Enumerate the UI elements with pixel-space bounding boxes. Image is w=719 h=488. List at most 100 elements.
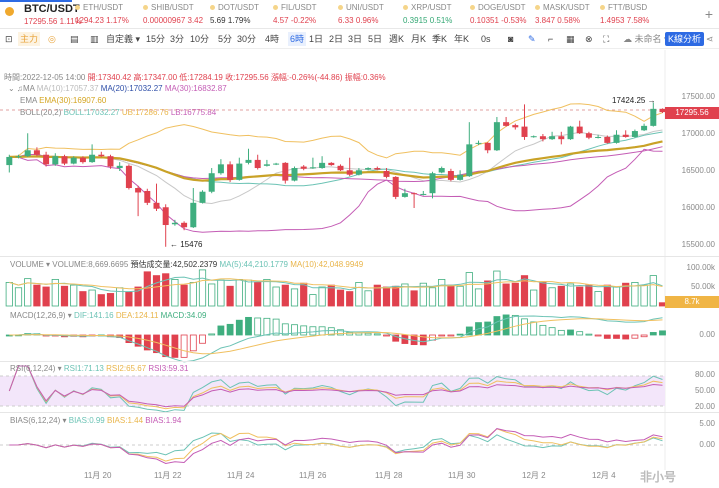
interval-9[interactable]: 3日: [348, 34, 363, 44]
candle-body: [79, 157, 86, 163]
coin-icon: [75, 5, 80, 10]
candle-body: [567, 126, 574, 140]
macd-bar: [585, 333, 593, 336]
candle-body: [89, 154, 96, 163]
pencil-icon[interactable]: ✎: [528, 34, 536, 44]
interval-14[interactable]: 年K: [454, 34, 470, 44]
ticker-item[interactable]: XRP/USDT: [403, 3, 451, 12]
coin-icon: [600, 5, 605, 10]
ticker-item[interactable]: MASK/USDT: [535, 3, 590, 12]
rsi-band: [0, 376, 665, 406]
ticker-item[interactable]: DOGE/USDT: [470, 3, 526, 12]
interval-7[interactable]: 1日: [309, 34, 324, 44]
volume-bar: [281, 284, 289, 307]
candle-body: [190, 202, 197, 228]
candle-body: [52, 156, 59, 165]
candle-body: [107, 156, 114, 167]
bias-axis-5: 5.00: [699, 419, 715, 428]
rsi-legend: RSI(6,12,24) ▾ RSI1:71.13 RSI2:65.67 RSI…: [10, 364, 189, 373]
candle-body: [6, 156, 13, 166]
candle-body: [392, 176, 399, 197]
date-label: 11月 28: [375, 471, 403, 480]
coin-icon: [338, 5, 343, 10]
k-line-analysis-button[interactable]: K線分析: [665, 32, 705, 46]
ticker-item[interactable]: DOT/USDT: [210, 3, 259, 12]
candle-body: [171, 222, 178, 225]
ema30-line: [9, 140, 663, 182]
interval-0[interactable]: 15分: [146, 34, 166, 44]
interval-10[interactable]: 5日: [368, 34, 383, 44]
volume-bar: [566, 283, 575, 307]
columns-icon[interactable]: ▥: [90, 34, 99, 44]
volume-bar: [410, 290, 418, 307]
interval-1[interactable]: 3分: [170, 34, 185, 44]
volume-bar: [125, 291, 133, 307]
candle-body: [613, 134, 620, 143]
interval-4[interactable]: 30分: [237, 34, 257, 44]
volume-bar: [539, 282, 547, 307]
volume-bar: [612, 286, 621, 307]
interval-8[interactable]: 2日: [329, 34, 344, 44]
bias3-line: [9, 428, 663, 465]
ticker-item[interactable]: SHIB/USDT: [143, 3, 194, 12]
interval-11[interactable]: 週K: [389, 34, 405, 44]
candle-body: [153, 202, 160, 209]
interval-6[interactable]: 6時: [288, 32, 307, 46]
bracket-icon[interactable]: ⌐: [548, 34, 554, 44]
rsi-axis-80: 80.00: [694, 370, 715, 379]
date-label: 11月 20: [84, 471, 112, 480]
boll-legend: BOLL(20,2) BOLL:17032.27 UB:17286.76 LB:…: [20, 108, 217, 117]
custom-interval-dropdown[interactable]: 自定義 ▾: [106, 34, 141, 44]
share-icon[interactable]: ⋖: [706, 34, 714, 44]
indicator-icon[interactable]: ◎: [48, 34, 56, 44]
interval-15[interactable]: 0s: [481, 34, 491, 44]
ticker-item[interactable]: FTT/BUSD: [600, 3, 647, 12]
interval-5[interactable]: 4時: [265, 34, 280, 44]
price-axis-label: 16500.00: [681, 166, 715, 175]
macd-bar: [493, 316, 501, 336]
candle-body: [263, 164, 270, 166]
macd-bar: [337, 329, 344, 336]
symbol-price: 17295.56 1.11%: [24, 17, 82, 26]
candle-body: [254, 159, 261, 169]
volume-bar: [134, 286, 142, 307]
volume-bar: [97, 294, 105, 307]
interval-13[interactable]: 季K: [432, 34, 448, 44]
calendar-icon[interactable]: ▤: [70, 34, 79, 44]
main-symbol-tab[interactable]: [0, 0, 72, 29]
volume-bar: [548, 287, 556, 307]
settings-icon[interactable]: ⊗: [585, 34, 593, 44]
ticker-quote: 5.69 1.79%: [210, 16, 251, 25]
candle-body: [24, 150, 31, 157]
interval-12[interactable]: 月K: [411, 34, 427, 44]
volume-bar: [152, 275, 161, 307]
dea-line: [9, 318, 663, 355]
ticker-item[interactable]: FIL/USDT: [273, 3, 317, 12]
ticker-quote: 0.00000967 3.42: [143, 16, 204, 25]
volume-bar: [33, 284, 41, 307]
camera-icon[interactable]: ◙: [508, 34, 514, 44]
divider: [0, 256, 719, 257]
ticker-item[interactable]: ETH/USDT: [75, 3, 123, 12]
interval-3[interactable]: 5分: [218, 34, 233, 44]
add-ticker-button[interactable]: +: [704, 6, 713, 22]
ticker-item[interactable]: UNI/USDT: [338, 3, 384, 12]
layout-name-dropdown[interactable]: ☁ 未命名 ▾: [623, 34, 669, 44]
volume-bar: [198, 269, 207, 307]
volume-bar: [171, 278, 179, 307]
candle-body: [227, 164, 234, 180]
macd-bar: [659, 330, 666, 336]
volume-bar: [106, 293, 115, 307]
macd-bar: [373, 333, 381, 336]
chart-type-icon[interactable]: ⊡: [5, 34, 13, 44]
volume-bar: [355, 282, 363, 307]
dif-line: [9, 315, 663, 363]
template-icon[interactable]: ▦: [566, 34, 575, 44]
fullscreen-icon[interactable]: ⛶: [603, 34, 610, 44]
main-force-button[interactable]: 主力: [18, 32, 41, 46]
candle-body: [641, 125, 648, 131]
macd-bar: [189, 334, 197, 352]
interval-2[interactable]: 10分: [190, 34, 210, 44]
candle-body: [622, 134, 629, 137]
